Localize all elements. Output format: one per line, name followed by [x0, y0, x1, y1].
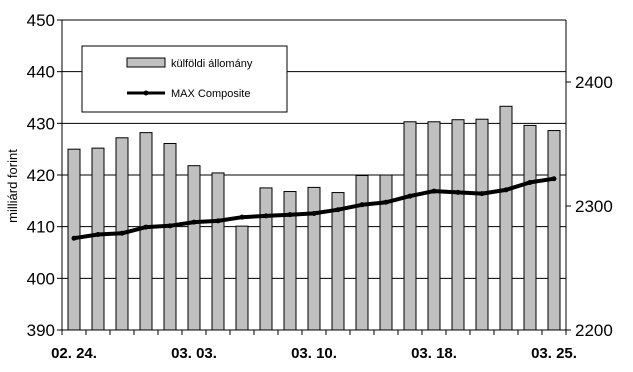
series-point [215, 218, 221, 224]
line-series [71, 176, 557, 241]
bar [451, 119, 465, 331]
bar [211, 172, 225, 331]
series-point [479, 191, 485, 197]
series-point [335, 207, 341, 213]
bar [235, 225, 249, 331]
x-tick-label: 03. 25. [531, 345, 577, 362]
bar [307, 186, 321, 331]
right-tick-label: 2200 [575, 321, 613, 340]
x-tick-label: 03. 03. [171, 345, 217, 362]
left-tick-label: 450 [27, 11, 55, 30]
left-tick-label: 430 [27, 114, 55, 133]
y-axis-label: milliárd forint [5, 149, 20, 223]
series-point [311, 210, 317, 216]
bar [331, 192, 345, 331]
bar [427, 121, 441, 331]
series-point [143, 224, 149, 230]
bar [523, 124, 537, 331]
series-point [287, 212, 293, 218]
bar [403, 121, 417, 331]
series-point [95, 232, 101, 238]
left-tick-label: 440 [27, 63, 55, 82]
series-point [167, 223, 173, 229]
left-tick-label: 390 [27, 321, 55, 340]
legend-label: külföldi állomány [171, 58, 253, 70]
series-point [551, 176, 557, 182]
bar [91, 147, 105, 331]
series-point [239, 214, 245, 220]
bar [163, 142, 177, 331]
series-point [407, 193, 413, 199]
bar [187, 165, 201, 331]
series-point [383, 199, 389, 205]
bar [499, 105, 513, 331]
series-point [359, 202, 365, 208]
right-tick-label: 2300 [575, 197, 613, 216]
x-tick-label: 02. 24. [51, 345, 97, 362]
right-tick-label: 2400 [575, 73, 613, 92]
bar [355, 175, 369, 331]
bar [475, 118, 489, 331]
x-axis: 02. 24. 03. 03. 03. 10. 03. 18. 03. 25. [51, 330, 577, 362]
bar [547, 130, 561, 331]
legend-line-marker [143, 90, 149, 96]
x-tick-label: 03. 18. [411, 345, 457, 362]
series-point [431, 188, 437, 194]
legend-bar-swatch [126, 57, 166, 68]
series-point [455, 189, 461, 195]
series-point [119, 230, 125, 236]
left-axis: 390 400 410 420 430 440 450 [27, 11, 62, 340]
bar [259, 187, 273, 331]
series-point [503, 187, 509, 193]
series-point [191, 219, 197, 225]
x-tick-label: 03. 10. [291, 345, 337, 362]
bar-series [67, 105, 561, 331]
right-axis: 2200 2300 2400 [566, 73, 613, 340]
series-point [71, 235, 77, 241]
series-point [263, 213, 269, 219]
legend-box [81, 45, 288, 113]
bar [139, 132, 153, 331]
series-point [527, 179, 533, 185]
bar [379, 174, 393, 331]
left-tick-label: 410 [27, 218, 55, 237]
legend-label: MAX Composite [171, 88, 250, 100]
left-tick-label: 420 [27, 166, 55, 185]
left-tick-label: 400 [27, 269, 55, 288]
legend: külföldi állomány MAX Composite [81, 45, 288, 113]
